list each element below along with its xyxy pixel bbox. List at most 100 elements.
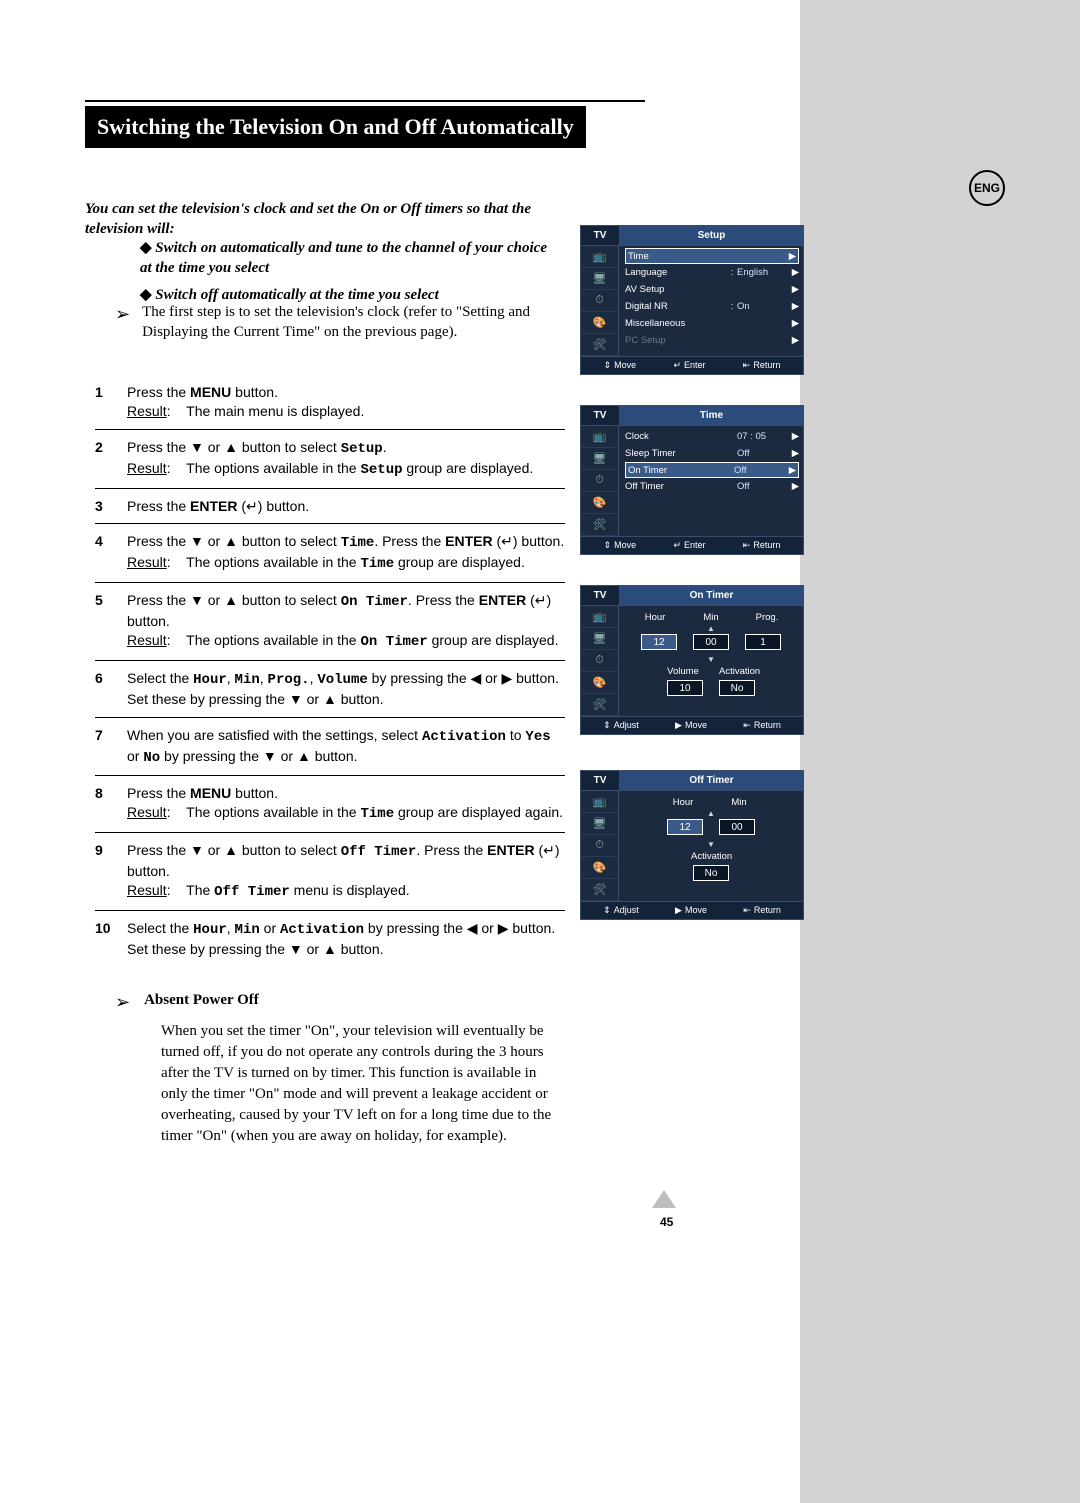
nav-move: Move (604, 540, 637, 551)
osd-label: Activation (719, 666, 759, 677)
step-body: Press the ▼ or ▲ button to select Off Ti… (127, 841, 565, 902)
step-num: 10 (95, 919, 115, 959)
step-8: 8 Press the MENU button. Result: The opt… (95, 776, 565, 833)
osd-icon: ⏱ (581, 290, 618, 312)
osd-value-box: 00 (693, 634, 729, 650)
nav-return: Return (743, 720, 781, 731)
osd-time: TV Time 📺 🖥 ⏱ 🎨 🛠 Clock07 : 05▶Sleep Tim… (580, 405, 804, 555)
intro-bullets: Switch on automatically and tune to the … (140, 238, 560, 311)
osd-label: Min (719, 797, 759, 808)
step-6: 6 Select the Hour, Min, Prog., Volume by… (95, 661, 565, 718)
step-2: 2 Press the ▼ or ▲ button to select Setu… (95, 430, 565, 489)
absent-power-off: ➢ Absent Power Off When you set the time… (115, 990, 565, 1147)
osd-setup: TV Setup 📺 🖥 ⏱ 🎨 🛠 Time▶Language:English… (580, 225, 804, 375)
osd-tv-label: TV (581, 586, 619, 605)
osd-footer: Move Enter Return (581, 536, 803, 554)
step-num: 3 (95, 497, 115, 516)
osd-footer: Adjust Move Return (581, 716, 803, 734)
osd-tv-label: TV (581, 406, 619, 425)
osd-rows: Clock07 : 05▶Sleep TimerOff▶On TimerOff▶… (619, 426, 803, 536)
osd-icon: 📺 (581, 606, 618, 628)
osd-value-box: No (719, 680, 755, 696)
osd-icon: 🎨 (581, 312, 618, 334)
osd-icon: 🎨 (581, 857, 618, 879)
nav-move: Move (675, 720, 707, 731)
step-num: 2 (95, 438, 115, 480)
step-num: 4 (95, 532, 115, 574)
osd-rows: Time▶Language:English▶AV Setup▶Digital N… (619, 246, 803, 356)
step-body: Press the MENU button. Result: The optio… (127, 784, 565, 824)
absent-text: When you set the timer "On", your televi… (161, 1021, 565, 1147)
osd-title: Off Timer (619, 771, 803, 790)
page-title: Switching the Television On and Off Auto… (85, 106, 586, 148)
osd-value-box: 00 (719, 819, 755, 835)
osd-icon: 🖥 (581, 813, 618, 835)
osd-icon: 📺 (581, 791, 618, 813)
osd-row: PC Setup▶ (625, 332, 799, 349)
step-body: Press the MENU button. Result: The main … (127, 383, 565, 421)
nav-adjust: Adjust (603, 905, 639, 916)
steps-list: 1 Press the MENU button. Result: The mai… (95, 375, 565, 967)
osd-value-box: 12 (667, 819, 703, 835)
osd-row: On TimerOff▶ (625, 462, 799, 478)
step-num: 7 (95, 726, 115, 768)
nav-return: Return (743, 360, 781, 371)
osd-title: On Timer (619, 586, 803, 605)
osd-timer-grid: Hour Min Prog. ▲ 12 00 1 ▼ Volume Activa… (619, 606, 803, 716)
step-num: 9 (95, 841, 115, 902)
osd-tv-label: TV (581, 226, 619, 245)
osd-icon: 📺 (581, 246, 618, 268)
osd-footer: Move Enter Return (581, 356, 803, 374)
osd-icon: ⏱ (581, 650, 618, 672)
step-7: 7 When you are satisfied with the settin… (95, 718, 565, 777)
nav-adjust: Adjust (603, 720, 639, 731)
osd-icon: 🖥 (581, 268, 618, 290)
osd-value-box: 12 (641, 634, 677, 650)
step-3: 3 Press the ENTER (↵) button. (95, 489, 565, 525)
step-4: 4 Press the ▼ or ▲ button to select Time… (95, 524, 565, 583)
nav-return: Return (743, 540, 781, 551)
sidebar-bg (800, 0, 1080, 1503)
bullet-1: Switch on automatically and tune to the … (140, 238, 560, 279)
osd-label: Activation (691, 851, 731, 862)
language-badge: ENG (969, 170, 1005, 206)
page-locator-icon (652, 1190, 676, 1208)
osd-off-timer: TV Off Timer 📺 🖥 ⏱ 🎨 🛠 Hour Min ▲ 12 00 … (580, 770, 804, 920)
step-5: 5 Press the ▼ or ▲ button to select On T… (95, 583, 565, 661)
osd-on-timer: TV On Timer 📺 🖥 ⏱ 🎨 🛠 Hour Min Prog. ▲ 1… (580, 585, 804, 735)
step-1: 1 Press the MENU button. Result: The mai… (95, 375, 565, 430)
osd-icon-col: 📺 🖥 ⏱ 🎨 🛠 (581, 426, 619, 536)
osd-icon: 🎨 (581, 672, 618, 694)
osd-title: Time (619, 406, 803, 425)
nav-move: Move (675, 905, 707, 916)
osd-icon: 🛠 (581, 334, 618, 356)
osd-value-box: 1 (745, 634, 781, 650)
nav-return: Return (743, 905, 781, 916)
osd-title: Setup (619, 226, 803, 245)
osd-label: Prog. (747, 612, 787, 623)
osd-icon: 🖥 (581, 628, 618, 650)
nav-enter: Enter (673, 540, 705, 551)
step-num: 6 (95, 669, 115, 709)
step-9: 9 Press the ▼ or ▲ button to select Off … (95, 833, 565, 911)
absent-title: Absent Power Off (144, 990, 259, 1015)
step-body: Press the ▼ or ▲ button to select Setup.… (127, 438, 565, 480)
step-body: Press the ▼ or ▲ button to select Time. … (127, 532, 565, 574)
osd-icon-col: 📺 🖥 ⏱ 🎨 🛠 (581, 606, 619, 716)
osd-row: Digital NR:On▶ (625, 298, 799, 315)
page-title-bar: Switching the Television On and Off Auto… (85, 100, 645, 148)
osd-icon: 🛠 (581, 514, 618, 536)
step-num: 8 (95, 784, 115, 824)
osd-icon-col: 📺 🖥 ⏱ 🎨 🛠 (581, 246, 619, 356)
note-icon: ➢ (115, 302, 130, 343)
step-num: 1 (95, 383, 115, 421)
osd-icon: 🎨 (581, 492, 618, 514)
osd-label: Min (691, 612, 731, 623)
osd-icon: 🛠 (581, 694, 618, 716)
osd-value-box: No (693, 865, 729, 881)
osd-label: Volume (663, 666, 703, 677)
step-num: 5 (95, 591, 115, 652)
step-body: Press the ▼ or ▲ button to select On Tim… (127, 591, 565, 652)
note-row: ➢ The first step is to set the televisio… (115, 302, 555, 343)
note-icon: ➢ (115, 990, 130, 1015)
